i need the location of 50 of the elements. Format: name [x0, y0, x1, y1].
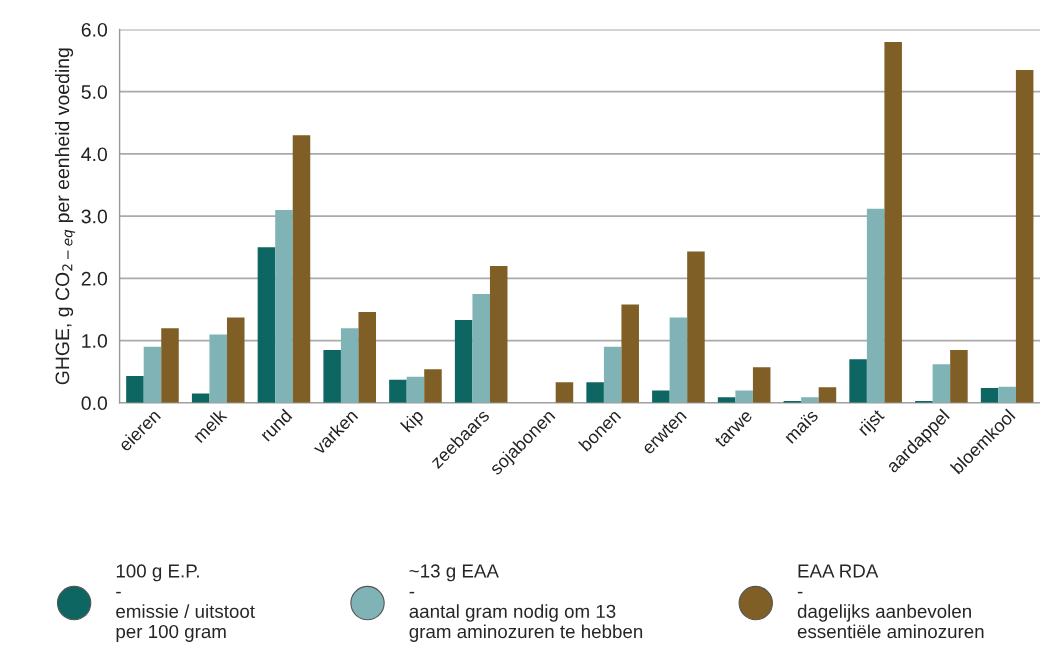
bar: [209, 334, 227, 403]
x-tick-label: rijst: [856, 407, 888, 439]
y-tick-label: 1.0: [82, 334, 108, 348]
bar: [998, 386, 1016, 403]
bar: [752, 367, 771, 403]
bar: [257, 247, 276, 403]
y-tick-label: 3.0: [81, 209, 108, 224]
bar: [652, 390, 670, 403]
bar: [603, 346, 622, 403]
bar: [932, 364, 951, 403]
bar: [687, 251, 705, 403]
bar: [980, 387, 999, 403]
bar: [669, 317, 688, 403]
y-tick-label: 4.0: [81, 147, 108, 162]
legend-label: EAA RDA - dagelijks aanbevolen essentiële aminozuren: [797, 564, 984, 639]
bar: [389, 379, 407, 403]
bar: [950, 349, 968, 403]
bar: [555, 382, 574, 403]
bar: [340, 328, 359, 403]
bar: [489, 265, 508, 403]
bar: [191, 393, 210, 403]
bar: [866, 208, 885, 403]
bar: [735, 390, 753, 403]
bar: [801, 397, 819, 403]
bar: [143, 346, 162, 403]
y-tick-label: 0.0: [81, 396, 108, 411]
y-tick-label: 6.0: [81, 22, 108, 37]
bar: [849, 359, 867, 403]
bar: [586, 382, 604, 403]
y-tick-label: 5.0: [81, 85, 108, 99]
bar: [454, 320, 473, 403]
bar: [1015, 69, 1034, 403]
bar: [292, 135, 311, 403]
y-tick-label: 2.0: [81, 271, 108, 286]
bar: [226, 317, 245, 403]
bar: [424, 369, 442, 403]
bar: [621, 304, 639, 403]
bar: [275, 209, 293, 403]
bar: [406, 376, 425, 403]
bar: [161, 328, 179, 403]
x-tick-label: kip: [399, 408, 427, 436]
bar: [472, 293, 490, 403]
legend-label: ~13 g EAA - aantal gram nodig om 13 gram aminozuren te hebben: [409, 564, 643, 642]
bar: [884, 41, 902, 403]
bar: [358, 311, 376, 403]
legend-label: 100 g E.P. - emissie / uitstoot per 100 gram: [116, 564, 255, 642]
y-axis-title: GHGE, g CO$_{2−eq}$ per eenheid voeding: [54, 48, 76, 385]
bar: [323, 349, 341, 403]
bar: [818, 387, 837, 403]
bar: [126, 376, 144, 403]
